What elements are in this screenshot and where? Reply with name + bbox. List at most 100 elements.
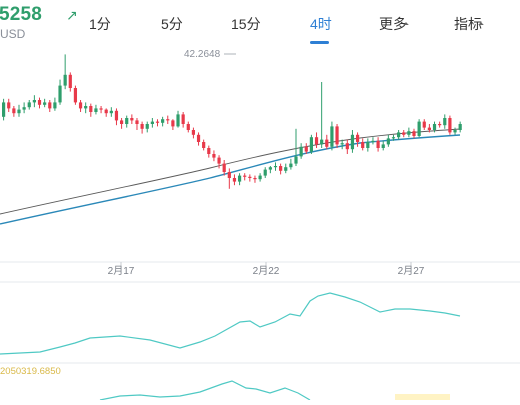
tab-indicators[interactable]: 指标 xyxy=(454,16,482,32)
indicator-2-label: 2050319.6850 xyxy=(0,366,61,377)
candle-body xyxy=(355,134,360,142)
candle-body xyxy=(330,126,334,147)
candle-body xyxy=(314,137,319,145)
candle-body xyxy=(130,118,134,121)
candle-body xyxy=(227,172,231,178)
candle-body xyxy=(68,74,72,88)
tab-5m[interactable]: 5分 xyxy=(161,16,183,32)
candlesticks xyxy=(2,54,462,189)
candle-body xyxy=(222,163,226,172)
x-axis-ticks: 2月17 2月22 2月27 xyxy=(108,262,425,277)
candle-body xyxy=(458,124,462,130)
candle-body xyxy=(94,108,98,112)
candle-body xyxy=(325,139,329,147)
candle-body xyxy=(289,163,293,168)
candle-body xyxy=(335,126,339,145)
candle-body xyxy=(212,154,216,158)
indicator-panel-1 xyxy=(0,292,461,355)
candle-body xyxy=(186,124,190,130)
candle-body xyxy=(232,178,237,182)
candle-body xyxy=(12,108,16,114)
price-header: 5258 ↗ USD xyxy=(0,0,90,46)
candle-body xyxy=(2,102,6,117)
candle-body xyxy=(171,120,175,127)
x-tick-label: 2月27 xyxy=(398,265,425,277)
candle-body xyxy=(371,140,375,142)
candle-body xyxy=(391,137,396,139)
candle-body xyxy=(417,121,421,136)
candle-body xyxy=(248,176,252,178)
candle-body xyxy=(104,109,108,114)
candle-body xyxy=(161,119,165,123)
max-marker-label: 42.2648 xyxy=(184,49,221,60)
candle-body xyxy=(48,102,52,109)
candle-body xyxy=(43,102,47,105)
candle-body xyxy=(381,144,385,148)
candle-body xyxy=(145,124,149,129)
candle-body xyxy=(243,175,247,177)
indicator-1-line xyxy=(0,292,461,355)
candle-body xyxy=(191,130,196,135)
candle-body xyxy=(253,178,257,180)
tab-1m[interactable]: 1分 xyxy=(89,16,111,32)
candle-body xyxy=(273,166,278,168)
candle-body xyxy=(237,175,242,182)
candle-body xyxy=(397,132,401,138)
candle-body xyxy=(119,120,124,124)
candle-body xyxy=(402,132,406,135)
candle-body xyxy=(263,169,267,176)
candle-body xyxy=(176,114,180,127)
price-unit: USD xyxy=(0,27,26,41)
candle-body xyxy=(320,139,324,145)
tab-15m[interactable]: 15分 xyxy=(231,16,261,32)
candle-body xyxy=(304,146,308,152)
timeframe-tabs: 1分 5分 15分 4时 更多 指标 xyxy=(74,0,520,46)
indicator-panel-2: 2050319.6850 xyxy=(0,366,450,401)
indicator-2-highlight xyxy=(395,394,450,400)
max-marker: 42.2648 xyxy=(184,49,236,60)
candle-body xyxy=(366,142,370,148)
candle-body xyxy=(166,119,170,121)
x-tick-label: 2月17 xyxy=(108,265,135,277)
arrow-up-right-icon: ↗ xyxy=(66,7,78,23)
active-tab-indicator xyxy=(310,41,329,44)
current-price: 5258 xyxy=(0,4,43,25)
candle-body xyxy=(22,107,26,110)
candle-body xyxy=(279,166,283,171)
candle-body xyxy=(258,175,262,180)
candle-body xyxy=(340,143,344,145)
candle-body xyxy=(58,85,62,103)
candle-body xyxy=(412,131,416,136)
candle-body xyxy=(181,114,185,124)
ma-slow-line xyxy=(0,134,461,225)
candle-body xyxy=(99,108,103,110)
candle-body xyxy=(299,146,303,157)
candle-body xyxy=(114,110,119,121)
candle-body xyxy=(361,142,365,148)
candle-body xyxy=(150,121,154,124)
candle-body xyxy=(73,88,78,103)
candle-body xyxy=(284,167,288,171)
candle-body xyxy=(427,127,431,130)
candle-body xyxy=(350,134,355,150)
candle-body xyxy=(196,134,201,142)
candle-body xyxy=(448,118,452,133)
candle-body xyxy=(140,124,144,129)
candle-body xyxy=(7,102,11,109)
candle-body xyxy=(217,157,221,164)
tab-4h[interactable]: 4时 xyxy=(310,16,332,32)
candle-body xyxy=(407,131,411,135)
candle-body xyxy=(109,110,113,114)
candle-body xyxy=(155,121,160,123)
candle-body xyxy=(125,118,129,124)
tab-more[interactable]: 更多 xyxy=(379,16,407,32)
candle-body xyxy=(345,143,349,150)
candle-body xyxy=(294,156,298,164)
candle-body xyxy=(207,148,211,154)
candle-body xyxy=(27,102,31,108)
candle-body xyxy=(376,140,380,148)
candle-body xyxy=(63,74,67,86)
candle-body xyxy=(438,124,442,126)
